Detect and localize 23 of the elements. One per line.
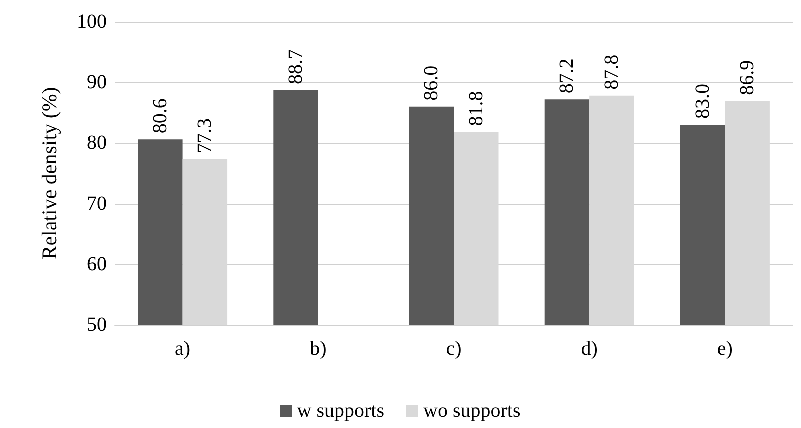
y-axis-title: Relative density (%) (38, 87, 62, 260)
data-label: 88.7 (285, 49, 308, 84)
y-tick-label: 50 (87, 314, 107, 336)
y-tick-label: 90 (87, 72, 107, 94)
y-tick-label: 70 (87, 192, 107, 215)
y-tick-label: 80 (87, 132, 107, 154)
x-tick-label: b) (310, 338, 327, 360)
x-tick-label: c) (446, 338, 462, 360)
data-label: 87.2 (556, 58, 578, 94)
data-label: 87.8 (600, 54, 623, 90)
legend-label: wo supports (424, 400, 521, 422)
x-tick-label: e) (717, 338, 733, 360)
data-label: 77.3 (194, 118, 216, 154)
data-label: 83.0 (692, 84, 714, 120)
x-tick-label: a) (175, 338, 191, 360)
data-label: 81.8 (465, 91, 488, 126)
x-tick-label: d) (581, 338, 598, 360)
data-label: 86.0 (420, 66, 443, 101)
y-tick-label: 100 (77, 11, 107, 33)
y-tick-label: 60 (87, 253, 107, 276)
legend-label: w supports (297, 400, 385, 422)
data-label: 86.9 (736, 60, 759, 96)
data-label: 80.6 (149, 98, 172, 134)
